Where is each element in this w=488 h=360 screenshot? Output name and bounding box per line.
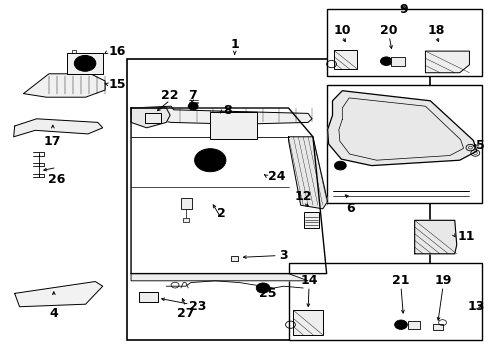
Bar [183, 218, 189, 222]
Text: 11: 11 [457, 230, 474, 243]
Text: 7: 7 [187, 89, 196, 102]
Text: 23: 23 [188, 300, 206, 313]
Bar [304, 212, 318, 228]
Text: 6: 6 [345, 202, 354, 215]
Bar [210, 112, 256, 139]
Polygon shape [327, 91, 476, 166]
Bar [432, 324, 442, 330]
Text: 12: 12 [294, 190, 311, 203]
Bar [144, 113, 161, 123]
Polygon shape [15, 282, 102, 307]
Circle shape [188, 103, 198, 110]
Polygon shape [414, 220, 456, 254]
Bar [326, 9, 481, 76]
Bar [127, 59, 429, 340]
Bar [139, 292, 158, 302]
Text: 5: 5 [475, 139, 484, 152]
Bar [231, 256, 238, 261]
Circle shape [74, 55, 96, 71]
Text: 1: 1 [230, 38, 239, 51]
Bar [288, 263, 481, 340]
Bar [67, 53, 102, 74]
Text: 22: 22 [161, 89, 179, 102]
Text: 3: 3 [278, 249, 287, 262]
Polygon shape [23, 74, 105, 97]
Bar [293, 310, 322, 335]
Bar [181, 198, 191, 209]
Text: 8: 8 [223, 104, 231, 117]
Bar [390, 57, 404, 66]
Text: 27: 27 [177, 307, 194, 320]
Polygon shape [14, 119, 102, 137]
Text: 24: 24 [267, 170, 285, 183]
Circle shape [380, 57, 391, 66]
Text: 14: 14 [300, 274, 317, 287]
Text: 2: 2 [216, 207, 225, 220]
Circle shape [259, 285, 266, 291]
Text: 16: 16 [108, 45, 126, 58]
Circle shape [334, 161, 346, 170]
Text: 15: 15 [108, 78, 126, 91]
Polygon shape [288, 137, 327, 209]
Circle shape [201, 154, 219, 167]
Text: 17: 17 [44, 135, 61, 148]
Text: 19: 19 [433, 274, 451, 287]
Bar [407, 321, 419, 329]
Text: 21: 21 [391, 274, 409, 287]
Text: 13: 13 [467, 300, 484, 313]
Polygon shape [131, 274, 307, 281]
Text: 20: 20 [380, 24, 397, 37]
Polygon shape [131, 108, 170, 128]
Polygon shape [425, 51, 468, 73]
Circle shape [256, 283, 269, 293]
Text: 25: 25 [259, 287, 276, 300]
Bar [326, 85, 481, 203]
Circle shape [397, 323, 403, 327]
Circle shape [394, 320, 407, 329]
Text: 10: 10 [333, 24, 350, 37]
Polygon shape [131, 106, 311, 124]
Bar [333, 50, 357, 69]
Text: 9: 9 [399, 3, 407, 16]
Text: 26: 26 [48, 173, 65, 186]
Circle shape [383, 59, 388, 63]
Circle shape [79, 59, 91, 68]
Text: 4: 4 [49, 307, 58, 320]
Circle shape [194, 149, 225, 172]
Text: 18: 18 [427, 24, 444, 37]
